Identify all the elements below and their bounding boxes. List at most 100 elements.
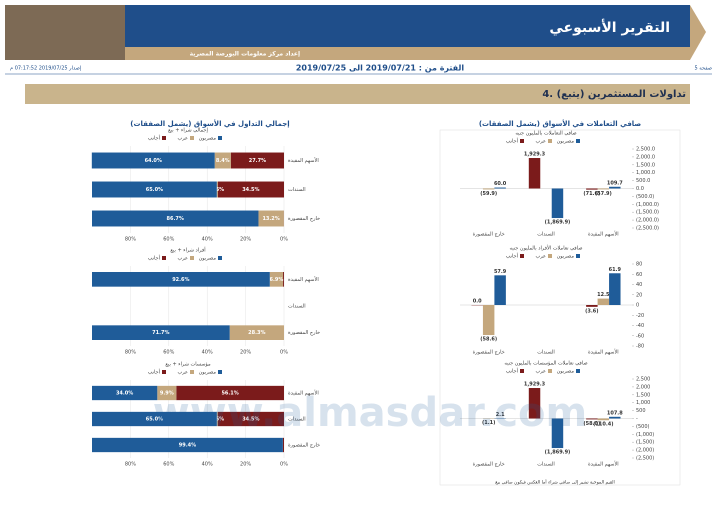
y-tick-label: -20: [636, 313, 644, 319]
x-tick-label: 60%: [163, 462, 174, 468]
y-tick-label: (2,000): [636, 448, 654, 454]
value-label: (1,869.9): [545, 220, 571, 226]
category-label: الأسهم المقيدة: [588, 461, 619, 468]
bar: [482, 188, 495, 190]
x-tick-label: 0%: [280, 237, 288, 243]
chart-title: إجمالي شراء + بيع: [168, 128, 208, 134]
category-label: خارج المقصورة: [288, 443, 320, 449]
legend-swatch: [190, 136, 194, 140]
section-title: 4. تداولات المستثمرين (يتبع): [542, 89, 686, 100]
legend-swatch: [162, 370, 166, 374]
legend-label: مصريون: [557, 369, 575, 375]
category-label: خارج المقصورة: [473, 462, 505, 468]
legend-swatch: [576, 139, 580, 143]
value-label: (58.6): [480, 337, 497, 343]
value-label: 86.7%: [167, 216, 184, 222]
bar: [586, 188, 598, 190]
bar: [609, 273, 621, 305]
legend-swatch: [218, 136, 222, 140]
category-label: السندات: [288, 187, 306, 193]
category-label: خارج المقصورة: [473, 232, 505, 238]
right-panel-title: صافي التعاملات في الأسواق (يشمل الصفقات): [479, 119, 642, 128]
category-label: خارج المقصورة: [288, 216, 320, 222]
value-label: 99.4%: [179, 443, 196, 449]
y-tick-label: 0: [636, 303, 639, 309]
bar-segment: [229, 325, 284, 340]
y-tick-label: -40: [636, 323, 644, 329]
chart-title: أفراد شراء + بيع: [170, 247, 206, 254]
bar: [586, 305, 598, 307]
bar-segment: [217, 181, 284, 198]
y-tick-label: 80: [636, 262, 642, 268]
value-label: (1,869.9): [545, 450, 571, 456]
bar-segment: [157, 385, 177, 401]
value-label: 8.4%: [216, 158, 230, 164]
legend-swatch: [190, 256, 194, 260]
section-band: [25, 84, 690, 104]
legend-swatch: [162, 136, 166, 140]
bar: [597, 418, 610, 421]
bar-segment: [91, 152, 215, 169]
legend-label: أجانب: [506, 253, 519, 260]
header-arrow: [690, 5, 706, 60]
y-tick-label: (1,500.0): [636, 210, 659, 216]
chart-title: صافي تعاملات الأفراد بالمليون جنيه: [510, 245, 583, 252]
category-label: السندات: [537, 232, 555, 238]
category-label: السندات: [288, 304, 306, 310]
legend-label: مصريون: [199, 256, 217, 262]
bar-segment: [269, 272, 284, 287]
legend-swatch: [576, 254, 580, 258]
value-label: 61.9: [609, 267, 622, 273]
bar-segment: [176, 385, 284, 401]
value-label: (1.1): [482, 420, 495, 426]
chart-title: صافي التعاملات بالمليون جنيه: [515, 131, 576, 137]
value-label: 13.2%: [262, 216, 279, 222]
bar: [494, 275, 506, 305]
bar-segment: [92, 411, 217, 427]
bar-segment: [214, 152, 231, 169]
bar: [494, 187, 506, 189]
x-tick-label: 0%: [280, 462, 288, 468]
bar-segment: [230, 152, 284, 169]
value-label: (3.6): [585, 308, 598, 314]
value-label: 28.3%: [248, 330, 265, 336]
value-label: 65.0%: [146, 187, 163, 193]
watermark: www.almasdar.com: [153, 390, 587, 436]
category-label: الأسهم المقيدة: [588, 349, 619, 356]
y-tick-label: 40: [636, 282, 642, 288]
category-label: الأسهم المقيدة: [288, 157, 319, 164]
y-tick-label: 1,500: [636, 392, 650, 398]
bar-segment: [282, 437, 284, 453]
legend-label: أجانب: [506, 368, 519, 375]
category-label: خارج المقصورة: [288, 330, 320, 336]
value-label: 34.0%: [116, 391, 133, 397]
legend-label: مصريون: [557, 254, 575, 260]
chart-title: مؤسسات شراء + بيع: [165, 362, 211, 368]
legend-swatch: [162, 256, 166, 260]
legend-label: مصريون: [199, 136, 217, 142]
chart-title: صافي تعاملات المؤسسات بالمليون جنيه: [504, 361, 587, 367]
x-tick-label: 20%: [240, 350, 251, 356]
bar: [528, 158, 541, 189]
y-tick-label: (1,500): [636, 440, 654, 446]
value-label: 60.0: [494, 181, 507, 187]
y-tick-label: 2,500: [636, 377, 650, 383]
value-label: 1,929.3: [524, 152, 546, 158]
y-tick-label: (1,000.0): [636, 202, 659, 208]
y-tick-label: -: [636, 416, 638, 422]
y-tick-label: 1,500.0: [636, 162, 655, 168]
y-tick-label: (500.0): [636, 194, 654, 200]
bar-segment: [216, 411, 218, 427]
value-label: (110.4): [593, 422, 613, 428]
legend-label: مصريون: [557, 139, 575, 145]
x-tick-label: 60%: [163, 350, 174, 356]
legend-label: أجانب: [148, 255, 161, 262]
category-label: السندات: [537, 462, 555, 468]
legend-label: عرب: [536, 139, 546, 145]
value-label: 34.5%: [242, 187, 259, 193]
x-tick-label: 20%: [240, 237, 251, 243]
bar-segment: [258, 210, 284, 227]
x-tick-label: 80%: [125, 462, 136, 468]
legend-swatch: [520, 254, 524, 258]
